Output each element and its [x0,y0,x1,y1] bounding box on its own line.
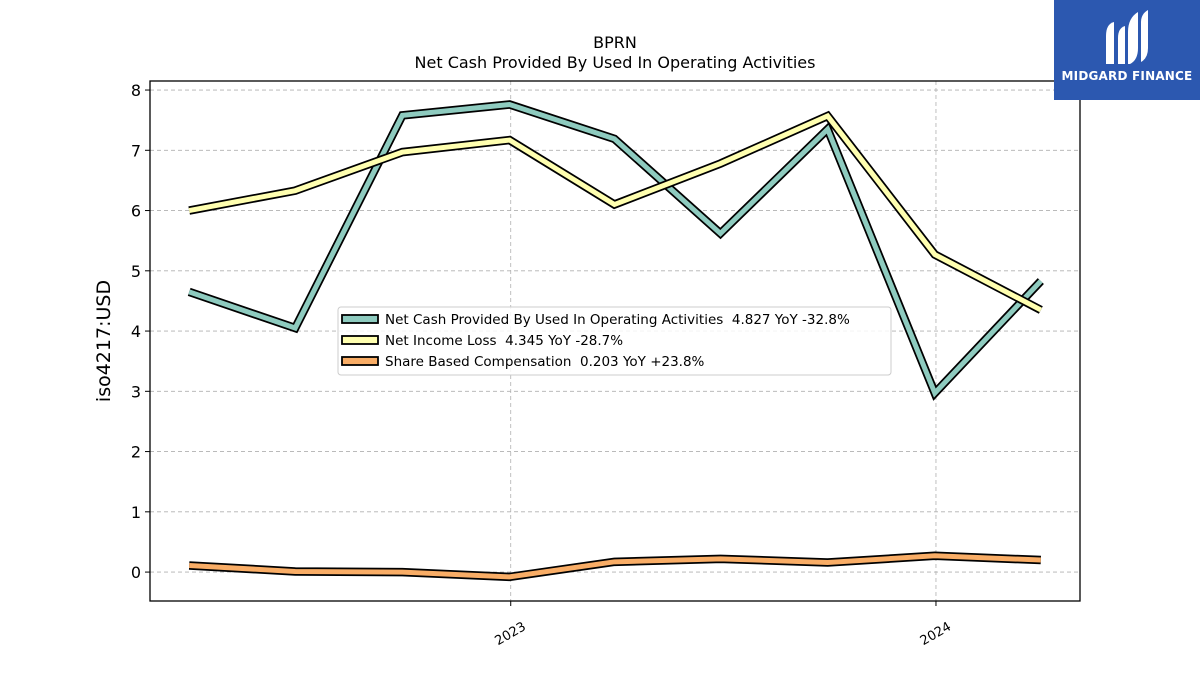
y-tick-label: 5 [131,262,141,281]
chart-title: BPRN [593,33,637,52]
chart-subtitle: Net Cash Provided By Used In Operating A… [415,53,816,72]
y-tick-label: 6 [131,202,141,221]
y-axis-label: iso4217:USD [93,280,115,402]
legend-entry: Net Cash Provided By Used In Operating A… [385,312,850,328]
brand-name: MIDGARD FINANCE [1061,69,1193,83]
x-tick-label: 2023 [493,619,529,649]
y-tick-label: 2 [131,443,141,462]
y-tick-label: 0 [131,563,141,582]
legend-box [337,306,892,376]
y-tick-label: 8 [131,81,141,100]
series-line-2 [188,112,1042,313]
legend-swatch [341,356,379,366]
x-axis-ticks: 2023 2024 [493,601,954,649]
series-layer [187,100,1044,582]
y-tick-label: 3 [131,382,141,401]
plot-frame [149,80,1081,602]
y-tick-label: 7 [131,141,141,160]
brand-logo: MIDGARD FINANCE [1054,0,1200,100]
y-axis-ticks: 0 1 2 3 4 5 6 7 8 [131,81,150,582]
legend-entry: Share Based Compensation 0.203 YoY +23.8… [385,354,705,370]
series-line-3 [189,553,1041,580]
y-tick-label: 4 [131,322,141,341]
legend-swatch [341,314,379,324]
series-line-1 [188,101,1043,398]
x-tick-label: 2024 [918,619,954,649]
legend-entry: Net Income Loss 4.345 YoY -28.7% [385,333,623,349]
midgard-logo-icon [1106,10,1148,64]
legend: Net Cash Provided By Used In Operating A… [337,306,892,376]
y-tick-label: 1 [131,503,141,522]
legend-swatch [341,335,379,345]
